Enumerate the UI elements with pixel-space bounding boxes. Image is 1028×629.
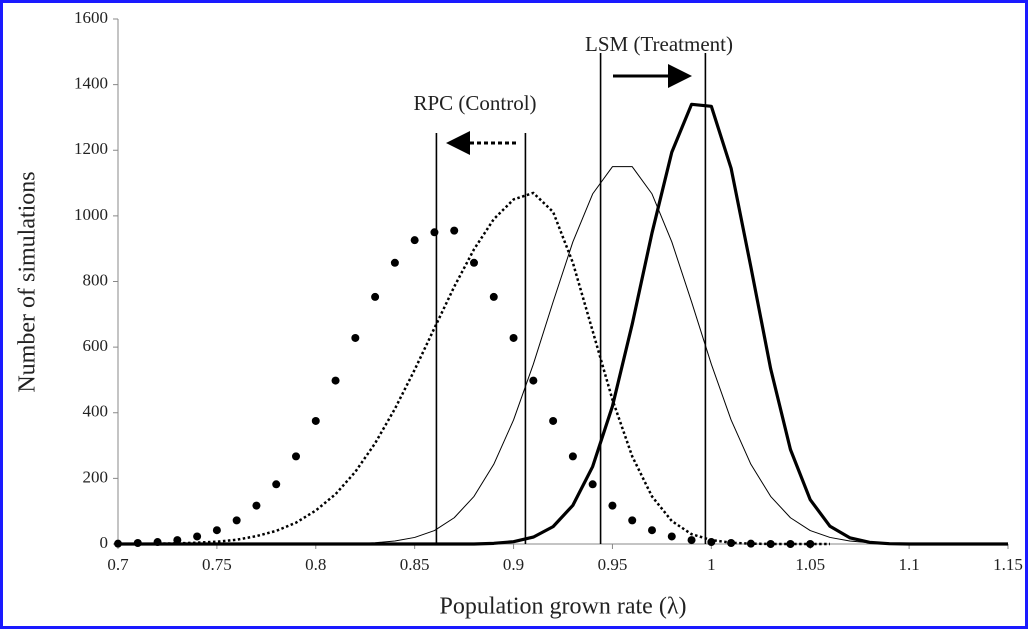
x-tick-label: 0.7 — [107, 555, 129, 574]
data-point — [588, 480, 597, 489]
x-tick-label: 0.95 — [598, 555, 628, 574]
x-tick-label: 0.8 — [305, 555, 326, 574]
data-point — [193, 532, 202, 541]
y-tick-label: 800 — [83, 270, 109, 289]
data-point — [212, 526, 221, 535]
data-point — [628, 516, 637, 525]
chart: Population grown rate (λ) Number of simu… — [15, 8, 1023, 620]
data-point — [667, 532, 676, 541]
data-point — [292, 452, 300, 461]
data-point — [272, 480, 281, 489]
data-point — [509, 333, 518, 342]
x-axis-title: Population grown rate (λ) — [440, 594, 687, 620]
data-point — [311, 416, 320, 425]
series-line — [118, 166, 1008, 545]
y-axis-title: Number of simulations — [15, 171, 41, 392]
x-tick-label: 0.75 — [202, 555, 232, 574]
y-tick-label: 0 — [100, 533, 109, 552]
data-point — [331, 376, 340, 385]
x-tick-label: 0.85 — [400, 555, 430, 574]
data-point — [232, 516, 241, 525]
data-point — [489, 292, 498, 301]
data-point — [549, 416, 558, 425]
data-point — [410, 236, 419, 245]
data-point — [252, 501, 261, 510]
data-point — [470, 258, 478, 267]
series-line — [118, 191, 830, 546]
x-tick-label: 1.1 — [898, 555, 919, 574]
y-tick-label: 1400 — [74, 74, 108, 93]
series-line — [118, 102, 1008, 546]
y-tick-label: 400 — [83, 402, 109, 421]
y-tick-label: 1600 — [74, 8, 108, 27]
y-tick-label: 600 — [83, 336, 109, 355]
x-tick-label: 1 — [707, 555, 716, 574]
data-point — [687, 536, 696, 545]
annotation: RPC (Control) — [413, 91, 536, 115]
x-tick-label: 1.15 — [993, 555, 1023, 574]
y-tick-label: 1200 — [74, 139, 108, 158]
data-point — [648, 526, 656, 535]
data-point — [450, 226, 459, 235]
data-point — [529, 376, 538, 385]
data-point — [371, 292, 380, 301]
annotation: LSM (Treatment) — [585, 32, 733, 56]
x-tick-label: 1.05 — [795, 555, 825, 574]
y-tick-label: 1000 — [74, 205, 108, 224]
data-point — [608, 501, 617, 510]
data-point — [430, 228, 439, 237]
y-tick-label: 200 — [83, 467, 109, 486]
data-point — [390, 258, 399, 267]
x-tick-label: 0.9 — [503, 555, 524, 574]
data-point — [568, 452, 577, 461]
data-point — [351, 333, 360, 342]
